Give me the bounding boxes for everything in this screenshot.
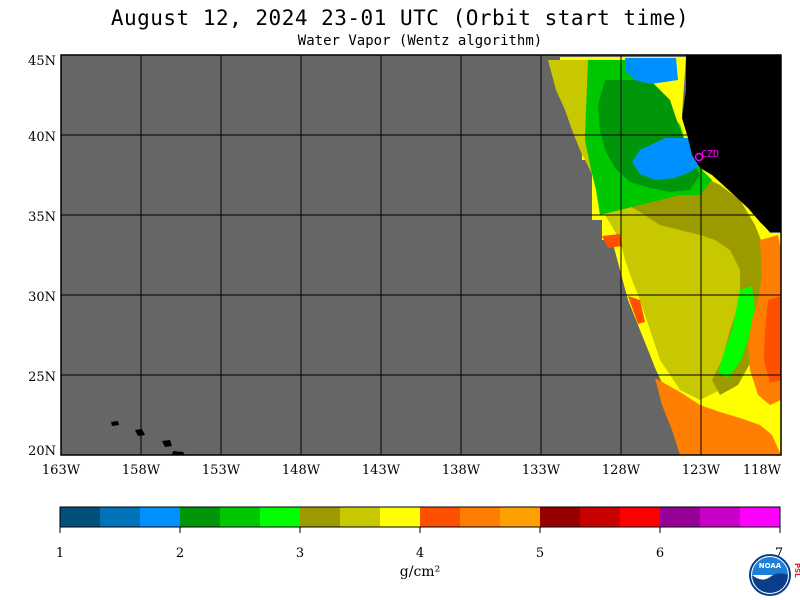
swath-orange-south [655,378,781,455]
psl-mark: PSL [792,563,800,581]
lon-label: 133W [522,463,561,478]
station-label: CZD [701,149,719,160]
color-scale-swatch [380,507,421,527]
lat-label: 35N [28,210,56,225]
island-maui [162,440,172,447]
lon-label: 123W [682,463,721,478]
lat-label: 20N [28,444,56,459]
lat-label: 30N [28,290,56,305]
lat-label: 45N [28,54,56,69]
map-subtitle: Water Vapor (Wentz algorithm) [297,33,543,49]
scale-tick-label: 3 [296,546,304,561]
lon-label: 118W [743,463,782,478]
lon-label: 138W [442,463,481,478]
color-scale-swatch [60,507,101,527]
hawaiian-islands [111,421,185,455]
map-frame [60,54,782,456]
lat-label: 25N [28,370,56,385]
swath-blue-central [632,138,700,180]
color-scale-swatch [500,507,541,527]
color-scale-swatches [59,507,781,533]
scale-tick-label: 7 [775,546,783,561]
map-title: August 12, 2024 23-01 UTC (Orbit start t… [110,6,690,30]
island-kauai [111,421,119,426]
swath-orange-coast [628,296,645,324]
latitude-labels: 45N 40N 35N 30N 25N 20N [28,54,56,459]
water-vapor-swath [530,57,781,455]
scale-tick-label: 1 [56,546,64,561]
swath-blue-north [625,58,678,84]
psl-text: PSL [793,563,800,578]
lon-label: 143W [362,463,401,478]
noaa-logo-text: NOAA [759,562,782,570]
color-scale-swatch [340,507,381,527]
swath-red-orange-east [764,296,781,383]
lon-label: 128W [602,463,641,478]
color-scale-swatch [460,507,501,527]
color-scale-swatch [180,507,221,527]
color-scale-swatch [220,507,261,527]
noaa-logo: NOAA [749,554,791,596]
scale-tick-label: 5 [536,546,544,561]
color-scale-swatch [740,507,781,527]
swath-green-south [718,286,755,378]
scale-unit-label: g/cm² [400,564,440,580]
color-scale-swatch [300,507,341,527]
color-scale-swatch [420,507,461,527]
lon-label: 158W [122,463,161,478]
swath-orange-bay [602,234,622,248]
scale-tick-label: 2 [176,546,184,561]
scale-tick-label: 6 [656,546,664,561]
graticule [61,55,781,455]
color-scale-swatch [700,507,741,527]
color-scale-swatch [100,507,141,527]
water-vapor-map: CZD 45N 40N 35N 30N 25N 20N 163W 158W 15… [28,54,782,478]
color-scale-swatch [620,507,661,527]
color-scale-swatch [540,507,581,527]
color-scale-swatch [580,507,621,527]
lon-label: 148W [282,463,321,478]
station-marker [694,152,704,162]
color-scale-swatch [660,507,701,527]
island-oahu [135,429,145,436]
island-hawaii [172,451,185,455]
color-scale-ticks: 1 2 3 4 5 6 7 [56,546,783,561]
lat-label: 40N [28,130,56,145]
color-scale-swatch [260,507,301,527]
lon-label: 163W [42,463,81,478]
color-scale-frame [59,506,781,528]
color-scale-swatch [140,507,181,527]
lon-label: 153W [202,463,241,478]
longitude-labels: 163W 158W 153W 148W 143W 138W 133W 128W … [42,463,782,478]
scale-tick-label: 4 [416,546,424,561]
north-america-landmass [682,55,781,232]
